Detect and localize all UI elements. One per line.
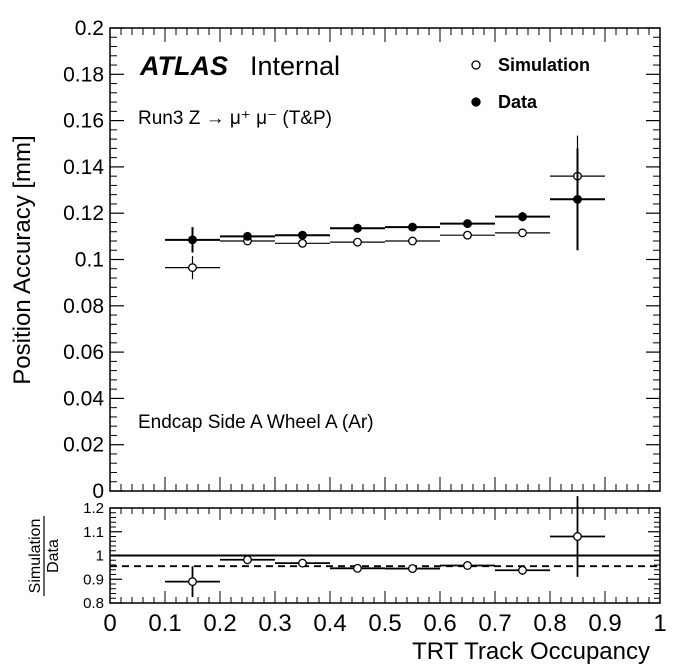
ratio-marker	[298, 558, 307, 568]
data-marker	[188, 235, 197, 245]
data-marker	[463, 219, 472, 229]
ratio-reference-lines	[110, 554, 660, 568]
y-tick-label: 0	[92, 480, 104, 503]
y-tick-label: 0.1	[75, 249, 104, 272]
ratio-point	[330, 563, 385, 573]
data-point	[220, 231, 275, 241]
ratio-y-tick-label: 0.8	[83, 595, 104, 612]
x-tick-label: 0.3	[258, 610, 291, 637]
x-tick-label: 0	[103, 610, 116, 637]
legend-data-label: Data	[498, 92, 538, 112]
y-tick-label: 0.18	[63, 63, 104, 86]
y-tick-label: 0.14	[63, 156, 104, 179]
ratio-point	[440, 561, 495, 570]
data-marker	[408, 222, 417, 232]
y-tick-label: 0.08	[63, 295, 104, 318]
x-tick-label: 0.6	[423, 610, 456, 637]
data-point	[440, 219, 495, 229]
x-tick-label: 0.9	[588, 610, 621, 637]
x-axis-title: TRT Track Occupancy	[412, 638, 650, 665]
ratio-marker	[353, 563, 362, 573]
ratio-marker	[463, 561, 472, 570]
data-point	[275, 230, 330, 240]
data-marker	[298, 230, 307, 240]
ratio-marker	[573, 532, 582, 541]
simulation-point	[330, 237, 385, 247]
x-tick-label: 1	[653, 610, 666, 637]
ratio-point	[495, 565, 550, 575]
x-tick-label: 0.1	[148, 610, 181, 637]
ratio-axis-ticks: 0.8 0.9 1 1.1 1.2 0 0.1 0.2 0.3 0.4 0.5 0.6 0.7 0.8 0.…	[83, 500, 667, 637]
legend: Simulation Data	[471, 55, 590, 112]
data-point	[330, 223, 385, 233]
ratio-point	[550, 496, 605, 577]
y-tick-label: 0.12	[63, 202, 104, 225]
ratio-y-denominator: Data	[45, 539, 62, 573]
simulation-marker	[408, 236, 417, 246]
y-tick-label: 0.06	[63, 341, 104, 364]
ratio-y-tick-label: 1.1	[83, 524, 104, 541]
data-point	[550, 148, 605, 251]
simulation-point	[440, 230, 495, 240]
legend-data-marker	[471, 97, 481, 107]
simulation-marker	[188, 263, 197, 273]
internal-status-label: Internal	[250, 51, 340, 81]
data-point	[385, 222, 440, 232]
data-point	[165, 227, 220, 253]
data-point	[495, 212, 550, 222]
y-tick-label: 0.02	[63, 434, 104, 457]
ratio-point	[385, 564, 440, 574]
ratio-y-tick-label: 1.2	[83, 500, 104, 517]
ratio-marker	[408, 564, 417, 574]
data-marker	[353, 223, 362, 233]
region-annotation: Endcap Side A Wheel A (Ar)	[138, 412, 374, 433]
ratio-point	[275, 558, 330, 568]
ratio-marker	[188, 577, 197, 587]
y-tick-label: 0.04	[63, 387, 104, 410]
main-axis-ticks: 0 0.02 0.04 0.06 0.08 0.1 0.12 0.14 0.16 0.18 0.2	[63, 17, 661, 503]
main-data-points	[165, 135, 605, 280]
ratio-y-axis-title: Simulation Data	[27, 516, 62, 596]
x-tick-label: 0.4	[313, 610, 346, 637]
simulation-marker	[463, 230, 472, 240]
simulation-point	[495, 228, 550, 238]
y-tick-label: 0.16	[63, 110, 104, 133]
atlas-brand-label: ATLAS	[139, 51, 228, 81]
ratio-point	[220, 555, 275, 565]
ratio-y-tick-label: 0.9	[83, 571, 104, 588]
legend-simulation-label: Simulation	[498, 55, 590, 75]
x-tick-label: 0.8	[533, 610, 566, 637]
y-tick-label: 0.2	[75, 17, 104, 40]
x-tick-label: 0.2	[203, 610, 236, 637]
data-marker	[573, 194, 582, 204]
simulation-point	[165, 256, 220, 280]
y-axis-title: Position Accuracy [mm]	[9, 135, 36, 384]
ratio-point	[165, 566, 220, 598]
simulation-marker	[353, 237, 362, 247]
x-tick-label: 0.5	[368, 610, 401, 637]
ratio-marker	[518, 565, 527, 575]
legend-simulation-marker	[471, 60, 481, 70]
ratio-data-points	[165, 496, 605, 598]
simulation-marker	[518, 228, 527, 238]
data-marker	[518, 212, 527, 222]
ratio-marker	[243, 555, 252, 565]
data-marker	[243, 231, 252, 241]
x-tick-label: 0.7	[478, 610, 511, 637]
simulation-point	[275, 238, 330, 248]
process-annotation: Run3 Z → μ⁺ μ⁻ (T&P)	[138, 108, 332, 129]
simulation-marker	[298, 238, 307, 248]
simulation-point	[385, 236, 440, 246]
ratio-y-tick-label: 1	[96, 548, 104, 565]
ratio-y-numerator: Simulation	[27, 519, 44, 594]
